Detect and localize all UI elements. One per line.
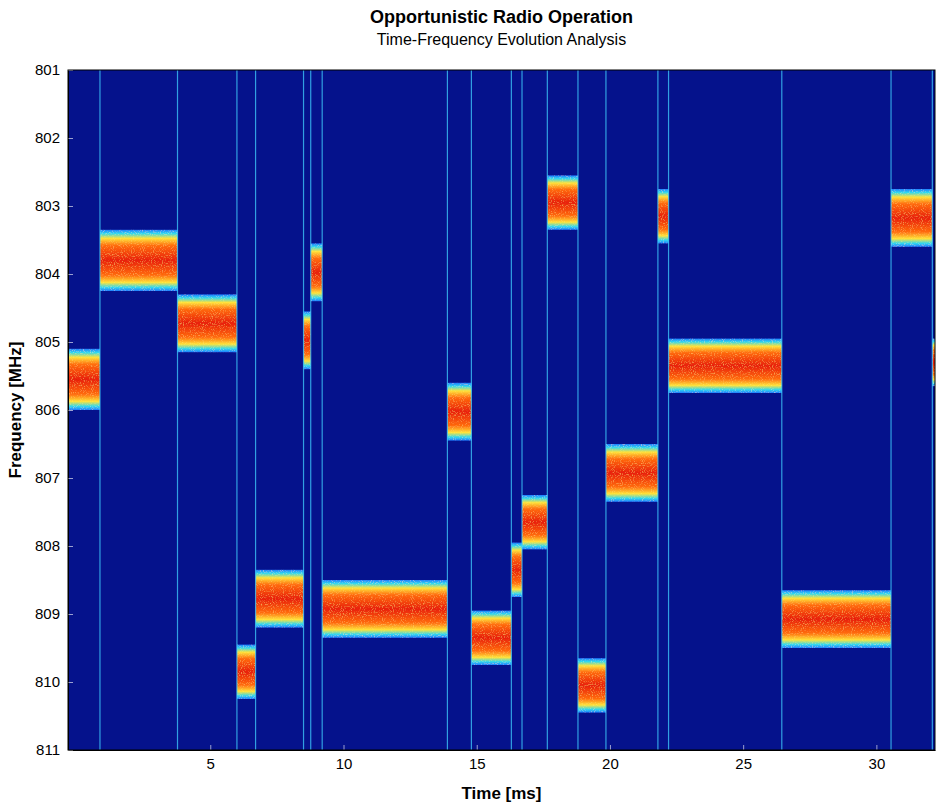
- signal-segment: [471, 611, 511, 665]
- y-tick-mark: [68, 206, 73, 207]
- switch-line: [521, 70, 522, 750]
- x-tick-mark: [344, 745, 345, 750]
- y-tick: 808: [35, 537, 73, 554]
- x-tick-mark: [210, 745, 211, 750]
- x-tick: 10: [336, 745, 353, 772]
- switch-line: [511, 70, 512, 750]
- switch-line: [668, 70, 669, 750]
- y-tick-mark: [68, 342, 73, 343]
- signal-segment: [606, 444, 658, 502]
- signal-segment: [658, 189, 669, 243]
- switch-line: [471, 70, 472, 750]
- signal-segment: [100, 230, 178, 291]
- switch-line: [605, 70, 606, 750]
- x-tick-mark: [477, 745, 478, 750]
- switch-line: [303, 70, 304, 750]
- title: Opportunistic Radio Operation: [370, 7, 633, 27]
- y-axis-title: Frequency [MHz]: [6, 342, 25, 479]
- segments: [68, 70, 935, 750]
- y-tick-label: 811: [36, 741, 60, 758]
- chart: 5 10 15 20 25 30 801 802 803 804 805 806 807 808 809 81…: [0, 0, 941, 809]
- switch-line: [177, 70, 178, 750]
- x-tick-mark: [610, 745, 611, 750]
- y-tick: 807: [35, 469, 73, 486]
- y-tick: 811: [36, 741, 73, 758]
- signal-segment: [68, 349, 100, 410]
- x-tick-label: 20: [602, 755, 619, 772]
- signal-segment: [237, 645, 256, 699]
- plot-background: [68, 70, 935, 750]
- y-tick: 809: [35, 605, 73, 622]
- y-tick: 804: [35, 265, 73, 282]
- y-tick: 803: [35, 197, 73, 214]
- x-tick: 5: [207, 745, 215, 772]
- y-tick-label: 804: [35, 265, 60, 282]
- y-tick-mark: [68, 138, 73, 139]
- x-tick-label: 30: [869, 755, 886, 772]
- y-tick: 806: [35, 401, 73, 418]
- y-axis: 801 802 803 804 805 806 807 808 809 810 811: [35, 61, 73, 758]
- signal-segment: [578, 658, 606, 712]
- y-tick-label: 810: [35, 673, 60, 690]
- switch-line: [255, 70, 256, 750]
- switch-line: [781, 70, 782, 750]
- y-tick-mark: [68, 410, 73, 411]
- x-tick-label: 25: [735, 755, 752, 772]
- signal-segment: [891, 189, 932, 247]
- y-tick-mark: [68, 546, 73, 547]
- y-tick: 810: [35, 673, 73, 690]
- signal-segment: [178, 294, 237, 352]
- signal-segment: [782, 590, 891, 648]
- switch-line: [447, 70, 448, 750]
- y-tick: 805: [35, 333, 73, 350]
- y-tick-label: 802: [35, 129, 60, 146]
- x-tick-label: 15: [469, 755, 486, 772]
- y-tick-label: 801: [35, 61, 60, 78]
- signal-segment: [547, 175, 578, 229]
- y-tick-mark: [68, 682, 73, 683]
- switch-line: [890, 70, 891, 750]
- y-tick-mark: [68, 478, 73, 479]
- x-tick-label: 5: [207, 755, 215, 772]
- switch-line: [236, 70, 237, 750]
- signal-segment: [322, 580, 447, 638]
- switch-line: [577, 70, 578, 750]
- switch-line: [547, 70, 548, 750]
- switch-line: [99, 70, 100, 750]
- x-axis-title: Time [ms]: [462, 784, 542, 803]
- x-tick-mark: [876, 745, 877, 750]
- x-axis: 5 10 15 20 25 30: [69, 745, 936, 772]
- y-tick-label: 808: [35, 537, 60, 554]
- switch-line: [310, 70, 311, 750]
- subtitle: Time-Frequency Evolution Analysis: [377, 31, 626, 48]
- x-tick: 20: [602, 745, 619, 772]
- y-tick: 801: [35, 61, 73, 78]
- x-tick: 15: [469, 745, 486, 772]
- y-tick-label: 807: [35, 469, 60, 486]
- signal-segment: [522, 495, 547, 549]
- x-tick-label: 10: [336, 755, 353, 772]
- x-tick: 30: [869, 745, 886, 772]
- y-tick-label: 803: [35, 197, 60, 214]
- plot: 5 10 15 20 25 30 801 802 803 804 805 806 807 808 809 81…: [35, 61, 936, 771]
- switch-line: [322, 70, 323, 750]
- y-tick-label: 806: [35, 401, 60, 418]
- y-tick-mark: [68, 614, 73, 615]
- switch-line: [932, 70, 933, 750]
- signal-segment: [447, 383, 471, 441]
- signal-segment: [304, 311, 311, 369]
- switch-line: [657, 70, 658, 750]
- signal-segment: [256, 570, 304, 628]
- plot-frame: [68, 70, 935, 750]
- signal-segment: [311, 243, 322, 301]
- y-tick-label: 805: [35, 333, 60, 350]
- y-tick-mark: [68, 274, 73, 275]
- x-tick: 25: [735, 745, 752, 772]
- y-tick: 802: [35, 129, 73, 146]
- x-tick-mark: [743, 745, 744, 750]
- signal-segment: [669, 339, 782, 393]
- y-tick-label: 809: [35, 605, 60, 622]
- signal-segment: [511, 543, 522, 597]
